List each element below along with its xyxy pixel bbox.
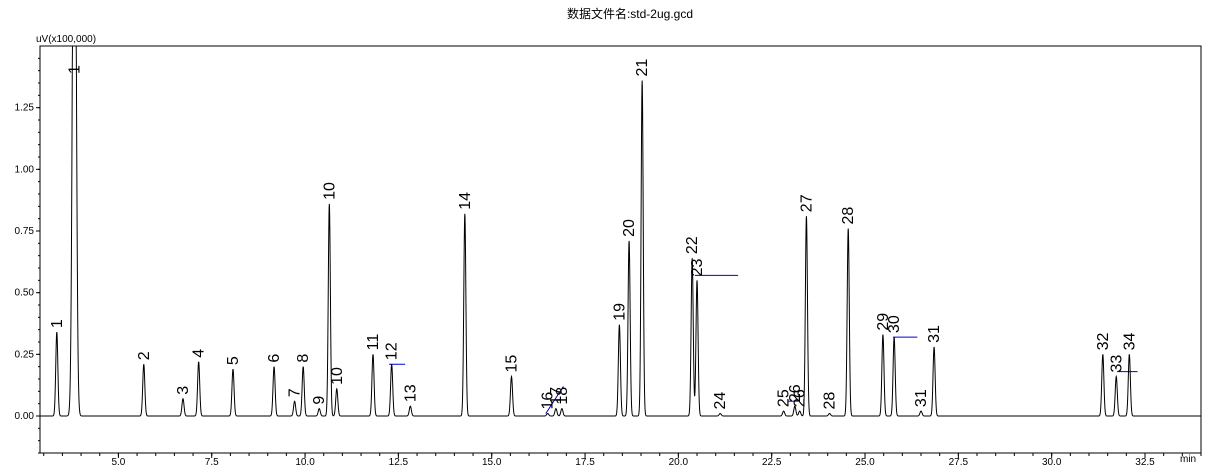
x-tick-label: 32.5 xyxy=(1135,457,1155,467)
peak-label: 21 xyxy=(634,59,651,77)
x-axis-ticks: 5.0 7.5 10.0 12.5 15.0 17.5 20.0 22.5 25.0 27.5 30… xyxy=(43,453,1202,467)
x-tick-label: 20.0 xyxy=(669,457,689,467)
peak-label: 13 xyxy=(402,384,419,402)
peak-label: 18 xyxy=(554,387,571,405)
peak-label: 26 xyxy=(792,389,809,407)
peak-label: 9 xyxy=(311,396,328,405)
y-tick-label: 0.50 xyxy=(15,288,35,299)
peak-label: 3 xyxy=(175,386,192,395)
peak-label: 25 xyxy=(776,389,793,407)
peak-label: 26 xyxy=(787,384,804,402)
y-tick-label: 1.25 xyxy=(15,103,35,114)
peak-label: 19 xyxy=(611,303,628,321)
peak-label: 10 xyxy=(329,367,346,385)
peak-label: 28 xyxy=(822,392,839,410)
x-tick-label: 7.5 xyxy=(205,457,219,467)
peak-label: 1 xyxy=(66,65,83,74)
x-tick-label: 27.5 xyxy=(949,457,969,467)
peak-label: 24 xyxy=(712,392,729,410)
y-axis-ticks: 0.00 0.25 0.50 0.75 1.00 1.25 xyxy=(15,57,40,454)
peak-label: 33 xyxy=(1108,355,1125,373)
peak-label: 5 xyxy=(225,356,242,365)
x-tick-label: 15.0 xyxy=(482,457,502,467)
peak-label: 27 xyxy=(798,194,815,212)
plot-frame xyxy=(39,45,1202,454)
peak-label: 10 xyxy=(321,182,338,200)
chart-title: 数据文件名:std-2ug.gcd xyxy=(567,6,693,21)
peak-label: 11 xyxy=(365,334,382,351)
peak-label: 17 xyxy=(548,387,565,405)
peak-label: 14 xyxy=(457,192,474,210)
peak-label: 16 xyxy=(540,392,557,410)
peak-label: 34 xyxy=(1121,332,1138,350)
peak-label: 7 xyxy=(287,388,304,397)
x-tick-label: 5.0 xyxy=(111,457,125,467)
peak-label: 22 xyxy=(684,236,701,254)
peak-label: 4 xyxy=(191,349,208,358)
x-tick-label: 22.5 xyxy=(762,457,782,467)
y-axis-label: uV(x100,000) xyxy=(36,34,96,45)
peak-label: 12 xyxy=(384,342,401,360)
peak-label: 30 xyxy=(886,315,903,333)
peak-label: 2 xyxy=(136,351,153,360)
peak-label: 31 xyxy=(913,389,930,407)
y-tick-label: 0.75 xyxy=(15,226,35,237)
peak-label: 8 xyxy=(295,354,312,363)
chromatogram-trace xyxy=(40,45,1201,417)
x-tick-label: 17.5 xyxy=(575,457,595,467)
y-tick-label: 0.00 xyxy=(15,411,35,422)
peak-label: 28 xyxy=(840,207,857,225)
peak-label: 1 xyxy=(49,319,66,328)
x-tick-label: 30.0 xyxy=(1042,457,1062,467)
peak-label: 6 xyxy=(266,354,283,363)
x-tick-label: 12.5 xyxy=(389,457,409,467)
x-tick-label: 10.0 xyxy=(295,457,315,467)
x-tick-label: 25.0 xyxy=(855,457,875,467)
y-tick-label: 0.25 xyxy=(15,349,35,360)
peak-label: 31 xyxy=(926,325,943,343)
peak-label: 23 xyxy=(689,258,706,276)
peak-label: 32 xyxy=(1095,332,1112,350)
peak-label: 15 xyxy=(503,355,520,373)
peak-label: 29 xyxy=(875,313,892,331)
integration-baselines xyxy=(389,274,1138,414)
integration-baseline xyxy=(545,386,564,414)
y-tick-label: 1.00 xyxy=(15,164,35,175)
x-axis-unit-label: min xyxy=(1180,454,1196,465)
peak-label: 20 xyxy=(621,219,638,237)
